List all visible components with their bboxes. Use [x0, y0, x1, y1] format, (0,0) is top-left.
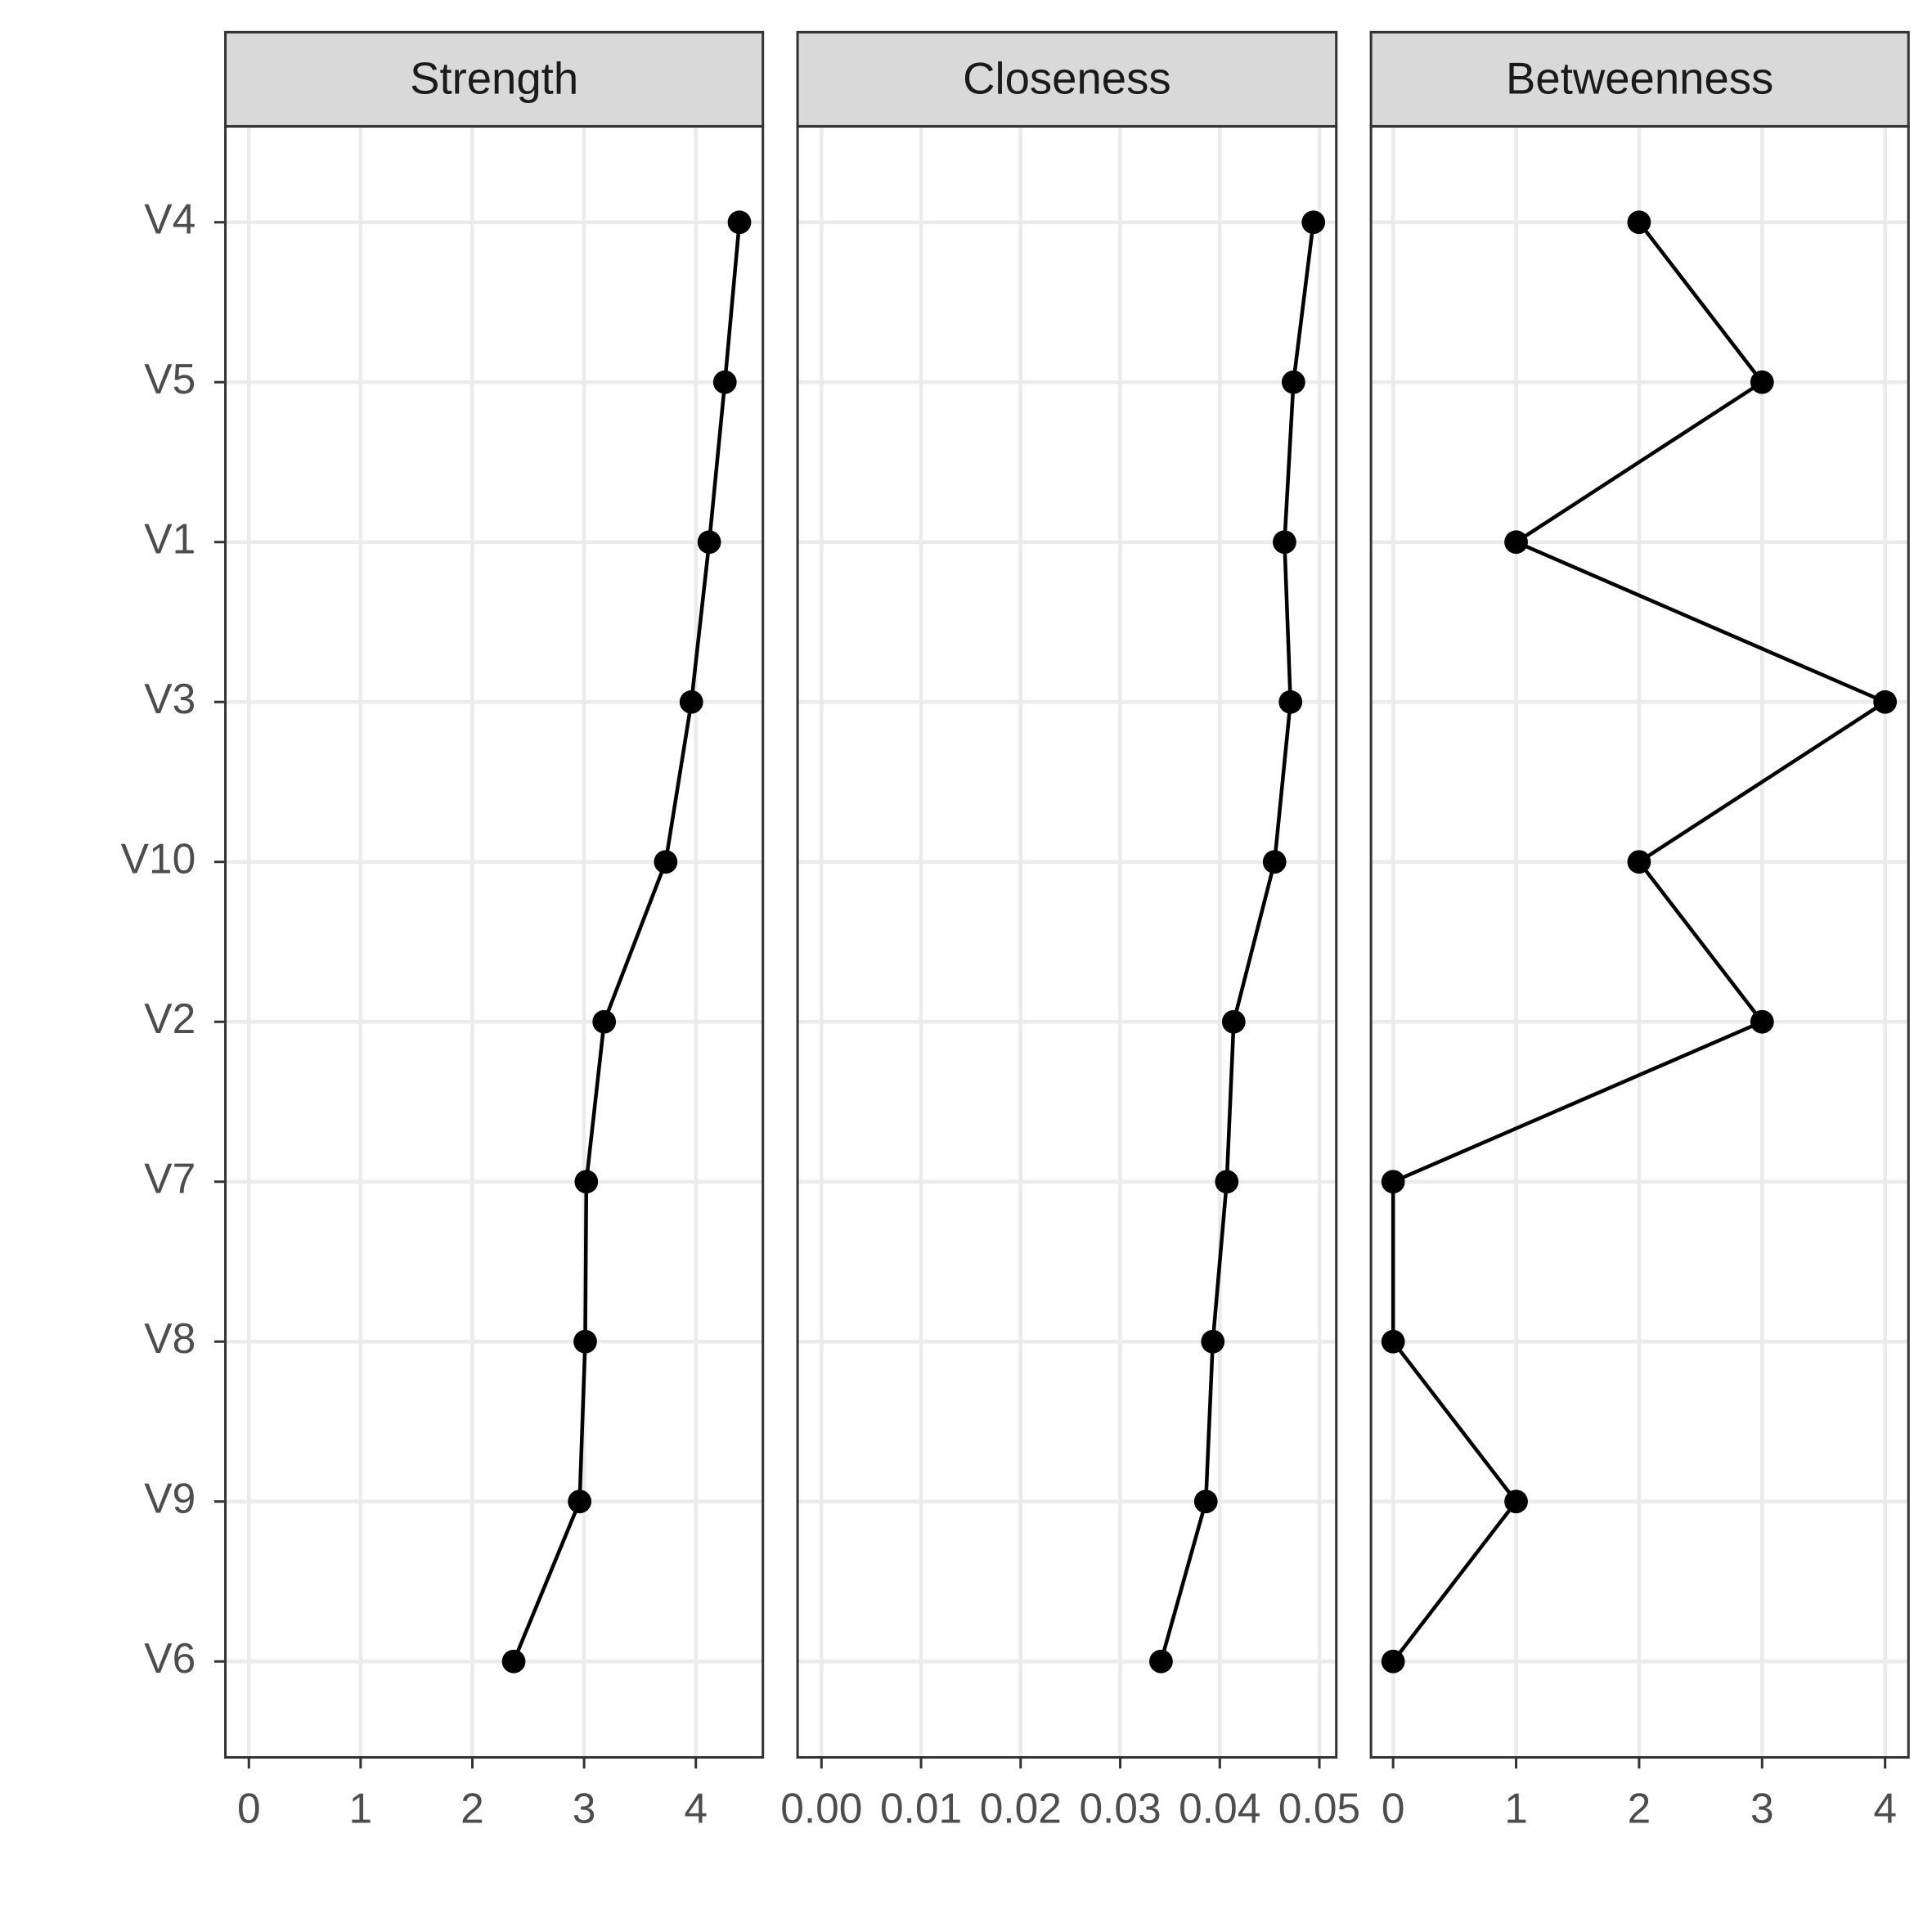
- point: [697, 530, 721, 555]
- x-tick-label: 3: [1750, 1785, 1774, 1832]
- line: [1391, 221, 1889, 1663]
- point: [574, 1170, 599, 1194]
- y-tick-label: V5: [144, 355, 195, 402]
- y-tick-label: V2: [144, 995, 195, 1042]
- point: [1278, 690, 1303, 714]
- strip-title: Betweenness: [1506, 53, 1773, 103]
- x-tick-label: 1: [349, 1785, 373, 1832]
- point: [1504, 1489, 1528, 1514]
- x-tick-label: 1: [1504, 1785, 1528, 1832]
- x-tick-label: 0.01: [880, 1785, 962, 1832]
- point: [501, 1649, 526, 1674]
- point: [1627, 850, 1651, 874]
- strip: [1369, 30, 1910, 128]
- y-tick-label: V8: [144, 1314, 195, 1362]
- x-tick-label: 0.05: [1278, 1785, 1360, 1832]
- x-tick-label: 2: [461, 1785, 484, 1832]
- point: [1750, 370, 1774, 394]
- point: [1750, 1009, 1774, 1034]
- point: [1193, 1489, 1218, 1514]
- point: [712, 370, 737, 394]
- x-tick-label: 0.04: [1179, 1785, 1260, 1832]
- x-tick-label: 0.03: [1079, 1785, 1161, 1832]
- strip: [224, 30, 765, 128]
- y-tick-label: V9: [144, 1474, 195, 1521]
- point: [654, 850, 678, 874]
- point: [592, 1009, 617, 1034]
- point: [1281, 370, 1305, 394]
- y-tick-label: V4: [144, 195, 195, 242]
- x-tick-label: 0: [1382, 1785, 1405, 1832]
- panel-background: [798, 126, 1337, 1758]
- point: [1201, 1329, 1225, 1354]
- x-tick-label: 0: [237, 1785, 261, 1832]
- y-tick-label: V1: [144, 514, 195, 562]
- y-tick-label: V7: [144, 1154, 195, 1202]
- point: [679, 690, 703, 714]
- point: [568, 1489, 592, 1514]
- y-tick-label: V3: [144, 675, 195, 722]
- strip: [796, 30, 1338, 128]
- x-tick-label: 0.00: [780, 1785, 862, 1832]
- point: [1504, 530, 1528, 555]
- point: [1301, 210, 1326, 235]
- point: [573, 1329, 597, 1354]
- strip-title: Strength: [410, 53, 578, 103]
- point: [1873, 690, 1898, 714]
- x-tick-label: 4: [1873, 1785, 1897, 1832]
- panel-background: [225, 126, 763, 1758]
- point: [1381, 1649, 1405, 1674]
- point: [1149, 1649, 1173, 1674]
- point: [1215, 1170, 1239, 1194]
- point: [1627, 210, 1651, 235]
- strip-title: Closeness: [963, 53, 1170, 103]
- point: [1262, 850, 1287, 874]
- point: [1381, 1329, 1405, 1354]
- x-tick-label: 2: [1628, 1785, 1651, 1832]
- y-tick-label: V6: [144, 1634, 195, 1682]
- x-tick-label: 3: [573, 1785, 596, 1832]
- point: [1381, 1170, 1405, 1194]
- x-tick-label: 4: [684, 1785, 708, 1832]
- line: [511, 222, 742, 1663]
- y-tick-label: V10: [121, 834, 196, 882]
- line: [1159, 222, 1315, 1662]
- point: [727, 210, 752, 235]
- point: [1273, 530, 1296, 555]
- x-tick-label: 0.02: [980, 1785, 1062, 1832]
- point: [1221, 1009, 1246, 1034]
